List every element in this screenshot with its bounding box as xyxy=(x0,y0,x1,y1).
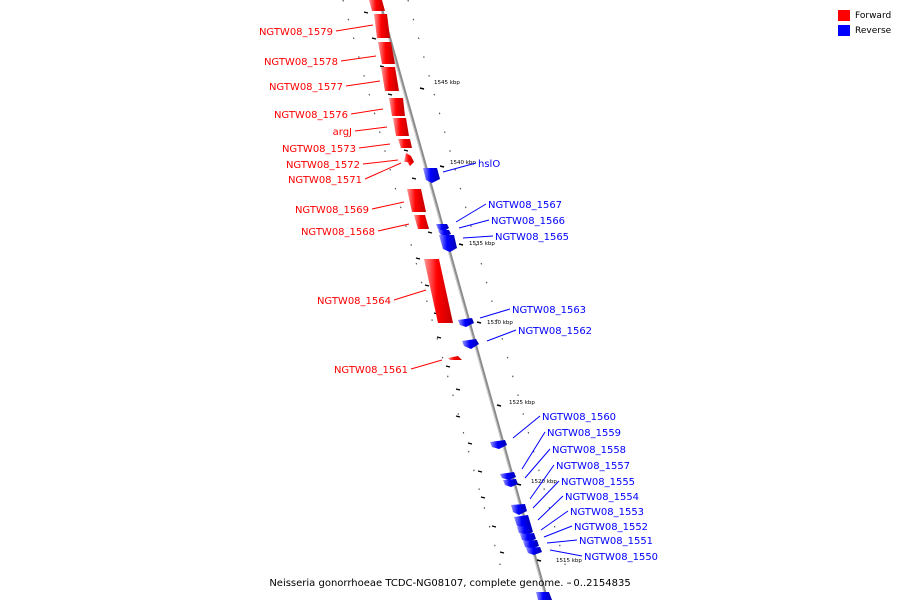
gene-label[interactable]: NGTW08_1567 xyxy=(488,200,562,211)
reverse-gene-feature[interactable] xyxy=(526,547,542,555)
reverse-gene-feature[interactable] xyxy=(517,525,533,535)
tick-label: 1540 kbp xyxy=(450,160,476,166)
forward-gene-feature[interactable] xyxy=(407,189,426,212)
reverse-gene-feature[interactable] xyxy=(462,339,479,349)
gene-label[interactable]: NGTW08_1553 xyxy=(570,507,644,518)
forward-gene-feature[interactable] xyxy=(407,162,414,166)
forward-leader-lines xyxy=(335,24,443,370)
reverse-gene-feature[interactable] xyxy=(503,479,518,487)
reverse-gene-feature[interactable] xyxy=(439,235,457,252)
legend-forward: Forward xyxy=(838,8,891,23)
gene-label[interactable]: NGTW08_1557 xyxy=(556,461,630,472)
gene-label[interactable]: NGTW08_1569 xyxy=(295,205,369,216)
gene-label[interactable]: NGTW08_1563 xyxy=(512,305,586,316)
reverse-gene-feature[interactable] xyxy=(490,440,507,449)
gene-label[interactable]: NGTW08_1558 xyxy=(552,445,626,456)
forward-gene-feature[interactable] xyxy=(424,259,453,323)
gene-label[interactable]: NGTW08_1576 xyxy=(274,110,348,121)
forward-gene-feature[interactable] xyxy=(389,98,405,116)
reverse-genes xyxy=(423,168,552,600)
forward-genes xyxy=(369,0,462,360)
reverse-gene-labels: hslO NGTW08_1567 NGTW08_1566 NGTW08_1565… xyxy=(478,159,658,563)
gene-label[interactable]: NGTW08_1568 xyxy=(301,227,375,238)
forward-gene-feature[interactable] xyxy=(378,42,395,64)
forward-gene-labels: NGTW08_1579 NGTW08_1578 NGTW08_1577 NGTW… xyxy=(259,27,408,376)
tick-label: 1525 kbp xyxy=(509,400,535,406)
genome-backbone xyxy=(377,0,549,600)
legend-reverse: Reverse xyxy=(838,23,891,38)
gene-label[interactable]: NGTW08_1551 xyxy=(579,536,653,547)
gene-label[interactable]: NGTW08_1555 xyxy=(561,477,635,488)
kbp-tick-marks xyxy=(419,87,542,562)
gene-label[interactable]: NGTW08_1572 xyxy=(286,160,360,171)
forward-swatch xyxy=(838,10,850,21)
legend-reverse-label: Reverse xyxy=(855,25,892,36)
genome-backbone-highlight xyxy=(377,0,547,600)
gene-label[interactable]: NGTW08_1560 xyxy=(542,412,616,423)
gene-label[interactable]: NGTW08_1561 xyxy=(334,365,408,376)
forward-gene-feature[interactable] xyxy=(369,0,385,11)
forward-gene-feature[interactable] xyxy=(414,215,429,229)
gene-label[interactable]: NGTW08_1579 xyxy=(259,27,333,38)
gene-label[interactable]: NGTW08_1573 xyxy=(282,144,356,155)
forward-gene-feature[interactable] xyxy=(398,139,412,148)
reverse-gene-feature[interactable] xyxy=(523,540,539,549)
gene-label[interactable]: NGTW08_1554 xyxy=(565,492,639,503)
forward-gene-feature[interactable] xyxy=(381,67,399,91)
gene-label[interactable]: NGTW08_1562 xyxy=(518,326,592,337)
reverse-gene-feature[interactable] xyxy=(514,515,531,529)
kbp-tick-labels: 1545 kbp 1540 kbp 1535 kbp 1530 kbp 1525… xyxy=(434,80,582,564)
reverse-gene-feature[interactable] xyxy=(511,504,527,515)
tick-label: 1520 kbp xyxy=(531,479,557,485)
forward-gene-feature[interactable] xyxy=(374,14,390,38)
genome-title: Neisseria gonorrhoeae TCDC-NG08107, comp… xyxy=(269,578,631,589)
gene-label[interactable]: NGTW08_1559 xyxy=(547,428,621,439)
reverse-gene-feature[interactable] xyxy=(458,318,474,327)
gene-label[interactable]: NGTW08_1578 xyxy=(264,57,338,68)
forward-gene-feature[interactable] xyxy=(448,356,462,360)
gene-label[interactable]: argJ xyxy=(333,127,352,138)
reverse-swatch xyxy=(838,25,850,36)
gene-label[interactable]: hslO xyxy=(478,159,500,170)
legend: Forward Reverse xyxy=(838,8,891,38)
gene-label[interactable]: NGTW08_1571 xyxy=(288,175,362,186)
gene-label[interactable]: NGTW08_1566 xyxy=(491,216,565,227)
gene-label[interactable]: NGTW08_1577 xyxy=(269,82,343,93)
forward-gene-feature[interactable] xyxy=(404,153,414,162)
reverse-gene-feature[interactable] xyxy=(520,533,536,542)
tick-label: 1545 kbp xyxy=(434,80,460,86)
reverse-leader-lines xyxy=(442,162,583,557)
gene-label[interactable]: NGTW08_1552 xyxy=(574,522,648,533)
reverse-gene-feature[interactable] xyxy=(423,168,440,183)
tick-label: 1535 kbp xyxy=(469,241,495,247)
forward-gene-feature[interactable] xyxy=(393,118,409,136)
gene-label[interactable]: NGTW08_1550 xyxy=(584,552,658,563)
gene-label[interactable]: NGTW08_1565 xyxy=(495,232,569,243)
tick-label: 1515 kbp xyxy=(556,558,582,564)
reverse-gene-feature[interactable] xyxy=(500,472,516,480)
gene-label[interactable]: NGTW08_1564 xyxy=(317,296,391,307)
legend-forward-label: Forward xyxy=(855,10,892,21)
reverse-gene-feature[interactable] xyxy=(536,592,552,600)
tick-label: 1530 kbp xyxy=(487,320,513,326)
